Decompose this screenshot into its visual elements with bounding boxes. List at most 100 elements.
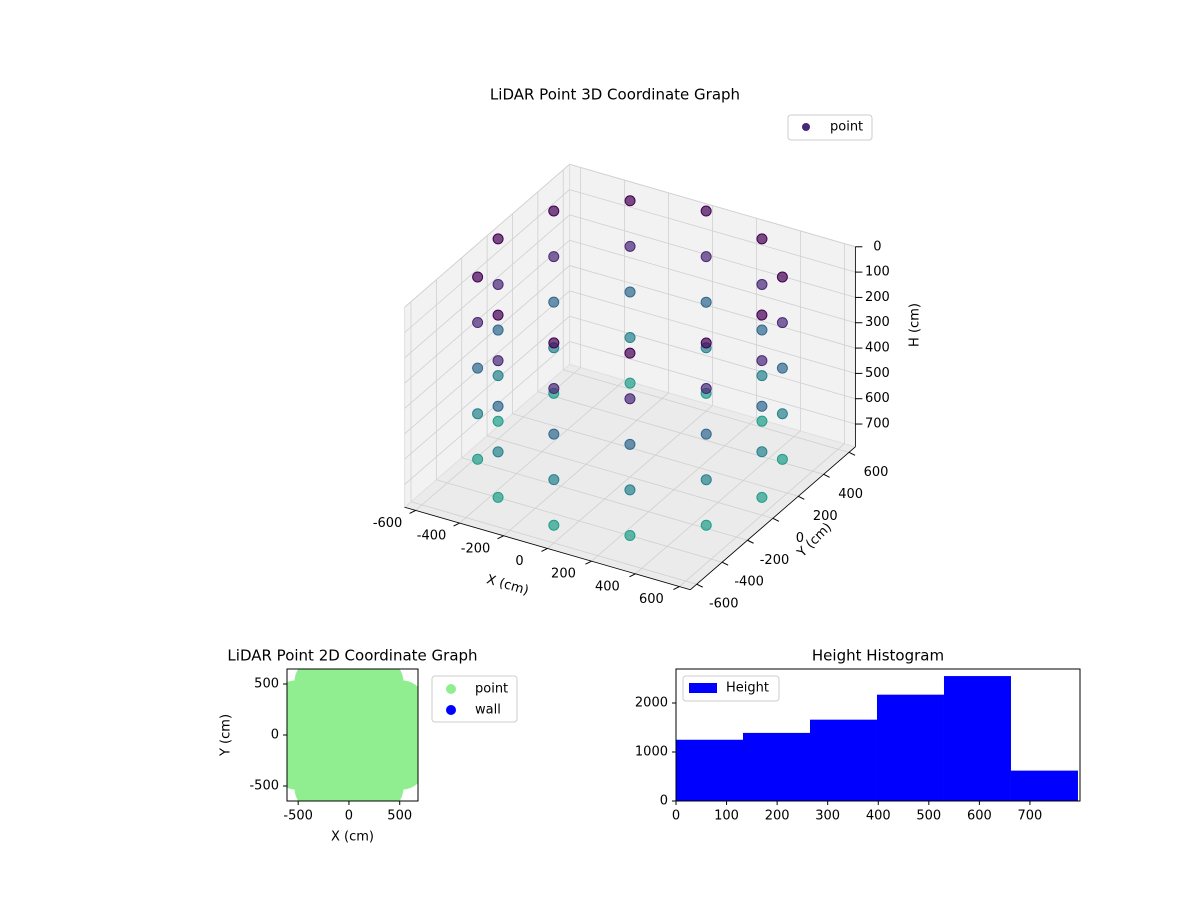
point — [624, 529, 636, 541]
grid-line — [537, 391, 824, 475]
grid-line — [569, 214, 856, 298]
grid-line — [404, 189, 570, 333]
bar — [676, 739, 743, 801]
point — [700, 337, 712, 349]
point — [756, 324, 768, 336]
legend-label: wall — [475, 703, 501, 718]
tick-mark — [453, 522, 460, 527]
legend-label: point — [475, 682, 508, 697]
grid-line — [569, 239, 856, 324]
grid-line — [410, 501, 697, 585]
y-tick-label: 400 — [838, 487, 863, 502]
tick-mark — [772, 517, 780, 522]
legend-marker — [446, 705, 456, 715]
tick-mark — [673, 586, 680, 590]
point — [700, 519, 712, 531]
x-tick-label: 200 — [765, 809, 790, 824]
bar — [943, 676, 1011, 801]
x-axis-line — [404, 506, 691, 591]
x-tick-label: 200 — [551, 567, 576, 582]
grid-line — [404, 265, 570, 409]
grid-line — [569, 315, 856, 400]
grid-line — [512, 413, 799, 497]
y-tick-label: 600 — [864, 465, 889, 480]
y-tick-label: 200 — [813, 509, 838, 524]
point — [624, 195, 636, 207]
legend-marker — [446, 684, 456, 694]
tick-mark — [747, 539, 754, 544]
grid-line — [569, 163, 856, 248]
point — [756, 278, 768, 290]
bar — [1010, 770, 1078, 801]
x-tick-label: 0 — [672, 809, 680, 824]
point — [624, 393, 636, 405]
point — [492, 278, 504, 290]
y-tick-label: -500 — [249, 779, 279, 794]
plot-2d: point wall -500 0 500 -500 0 500 LiDAR Point 2D … — [219, 647, 518, 845]
point — [548, 251, 560, 263]
point — [492, 400, 504, 412]
legend-box — [787, 114, 873, 141]
point — [624, 484, 636, 496]
tick-mark — [696, 583, 703, 588]
grid-line — [569, 189, 856, 273]
tick-mark — [497, 535, 504, 540]
x-tick-label: -500 — [283, 809, 313, 824]
points — [287, 669, 418, 801]
grid-line — [404, 163, 570, 308]
chart-title: LiDAR Point 2D Coordinate Graph — [227, 647, 477, 665]
point — [492, 233, 504, 245]
point — [776, 453, 788, 465]
x-tick-label: 600 — [967, 809, 992, 824]
y-axis-label: Y (cm) — [219, 714, 234, 757]
point — [756, 446, 768, 458]
point — [472, 453, 484, 465]
point — [472, 271, 484, 283]
grid-line — [569, 290, 856, 374]
tick-mark — [629, 573, 636, 578]
x-tick-label: 0 — [515, 554, 523, 569]
point — [548, 383, 560, 395]
x-tick-label: -200 — [461, 541, 491, 556]
y-tick-label: 0 — [660, 794, 668, 809]
x-axis-label: X (cm) — [331, 830, 374, 845]
x-tick-label: -400 — [417, 529, 447, 544]
y-tick-label: 500 — [254, 676, 279, 691]
tick-mark — [541, 548, 548, 552]
point — [472, 408, 484, 420]
bar — [876, 694, 944, 801]
x-tick-label: 100 — [714, 809, 739, 824]
point — [700, 474, 712, 486]
point — [492, 415, 504, 427]
tick-mark — [823, 473, 830, 478]
z-tick-label: 300 — [865, 315, 890, 330]
point — [624, 240, 636, 252]
y-axis-line — [690, 446, 856, 591]
x-tick-label: 500 — [387, 809, 412, 824]
point — [776, 271, 788, 283]
legend-label: Height — [726, 681, 769, 696]
legend-marker — [802, 123, 810, 131]
point — [624, 438, 636, 450]
point — [700, 205, 712, 217]
z-tick-label: 500 — [865, 366, 890, 381]
point — [548, 474, 560, 486]
point — [756, 415, 768, 427]
chart-title: LiDAR Point 3D Coordinate Graph — [490, 86, 740, 104]
y-tick-label: 0 — [796, 531, 804, 546]
z-tick-label: 0 — [873, 239, 881, 254]
point — [756, 355, 768, 367]
grid-line — [404, 315, 570, 460]
point — [700, 428, 712, 440]
chart-title: Height Histogram — [812, 647, 944, 665]
point — [700, 383, 712, 395]
point — [548, 428, 560, 440]
x-tick-label: 700 — [1018, 809, 1043, 824]
legend-label: point — [830, 120, 863, 135]
point — [700, 251, 712, 263]
point — [548, 296, 560, 308]
point — [492, 355, 504, 367]
y-tick-label: -200 — [760, 553, 790, 568]
